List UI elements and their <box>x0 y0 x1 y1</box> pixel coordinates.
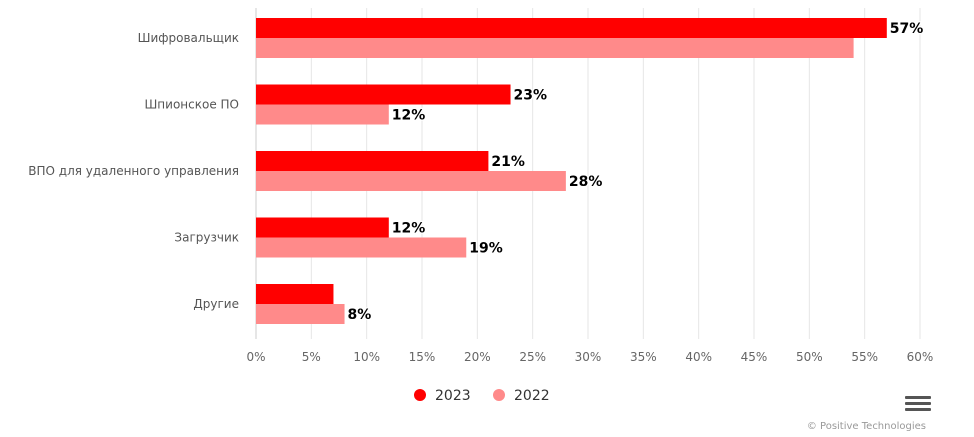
legend: 2023 2022 <box>414 388 550 404</box>
category-label: Шпионское ПО <box>144 98 239 112</box>
x-tick-label: 40% <box>685 350 712 364</box>
bar-2022 <box>256 304 345 324</box>
bars <box>256 18 887 324</box>
data-label: 57% <box>890 21 924 37</box>
legend-item-2023[interactable]: 2023 <box>414 388 471 404</box>
data-label: 12% <box>392 221 426 237</box>
bar-2023 <box>256 84 511 105</box>
x-tick-label: 55% <box>851 350 878 364</box>
credits: © Positive Technologies <box>806 421 926 432</box>
bar-2023 <box>256 18 887 38</box>
x-tick-label: 20% <box>464 350 491 364</box>
data-label: 12% <box>392 108 426 124</box>
bar-2023 <box>256 284 334 304</box>
x-tick-label: 15% <box>409 350 436 364</box>
category-labels: Шифровальщик Шпионское ПО ВПО для удаленно… <box>28 31 239 311</box>
data-label: 21% <box>491 154 525 170</box>
x-tick-label: 45% <box>741 350 768 364</box>
x-tick-label: 0% <box>246 350 265 364</box>
bar-2022 <box>256 104 389 125</box>
x-tick-label: 5% <box>302 350 321 364</box>
data-labels: 57% 23% 12% 21% 28% 12% 19% 8% <box>346 20 924 325</box>
bar-2023 <box>256 217 389 238</box>
x-tick-label: 50% <box>796 350 823 364</box>
data-label: 23% <box>514 88 548 104</box>
category-label: Шифровальщик <box>138 31 239 45</box>
bar-2022 <box>256 237 467 258</box>
x-axis-tick-labels: 0% 5% 10% 15% 20% 25% 30% 35% 40% 45% 50% 55% 60% <box>246 350 933 364</box>
data-label: 8% <box>348 307 372 323</box>
bar-2022 <box>256 38 854 58</box>
category-label: ВПО для удаленного управления <box>28 164 239 178</box>
bar-2022 <box>256 171 566 191</box>
x-tick-label: 60% <box>907 350 934 364</box>
legend-marker <box>493 389 505 401</box>
x-tick-label: 35% <box>630 350 657 364</box>
legend-label: 2023 <box>435 388 471 404</box>
chart-context-menu-button[interactable] <box>905 396 931 418</box>
legend-marker <box>414 389 426 401</box>
legend-label: 2022 <box>514 388 550 404</box>
bar-2023 <box>256 151 489 171</box>
x-tick-label: 30% <box>575 350 602 364</box>
x-tick-label: 25% <box>519 350 546 364</box>
hamburger-menu-icon <box>905 396 931 399</box>
legend-item-2022[interactable]: 2022 <box>493 388 550 404</box>
category-label: Другие <box>193 297 239 311</box>
data-label: 19% <box>469 241 503 257</box>
x-tick-label: 10% <box>353 350 380 364</box>
category-label: Загрузчик <box>174 231 239 245</box>
data-label: 28% <box>569 174 603 190</box>
